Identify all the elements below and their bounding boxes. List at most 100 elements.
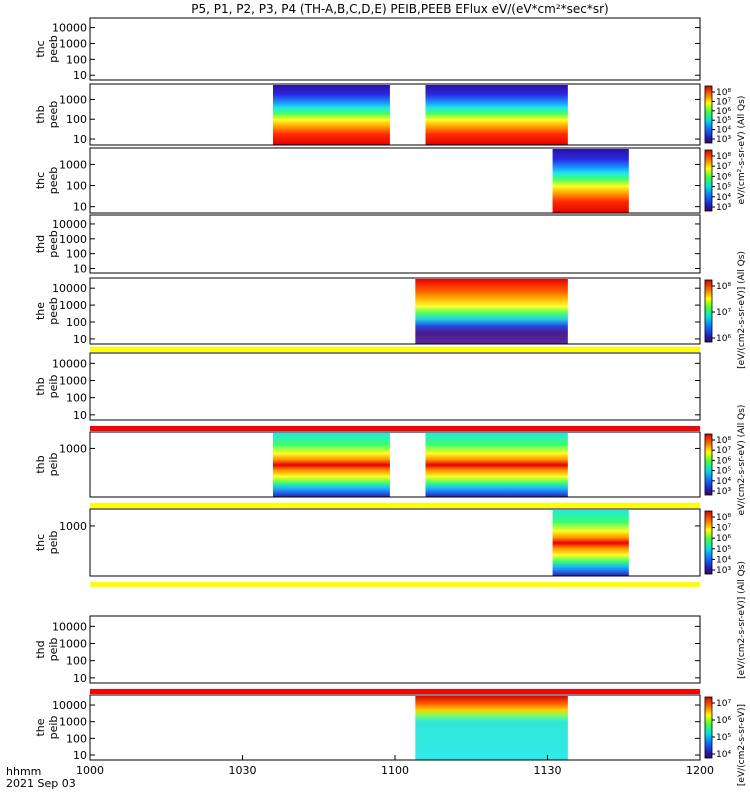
spectrogram-block <box>552 149 629 213</box>
panel-thc-peeb: 1000 100 10 thc peeb <box>34 147 701 214</box>
colorbar-tick-label: 10⁸ <box>716 513 731 523</box>
panel-the-peeb: 10000 1000 100 10 the peeb <box>34 277 701 346</box>
panel-frame <box>89 83 701 146</box>
panel-label-line1: thb <box>34 105 47 123</box>
y-tick-label: 100 <box>66 392 87 405</box>
colorbar-tick-label: 10⁵ <box>716 116 731 126</box>
colorbar-tick-label: 10⁶ <box>716 172 731 182</box>
x-tick-label: 1030 <box>229 764 257 777</box>
y-tick-label: 1000 <box>59 158 87 171</box>
y-tick-label: 100 <box>66 655 87 668</box>
colorbar-tick-label: 10⁴ <box>716 750 731 760</box>
y-tick-label: 100 <box>66 732 87 745</box>
flag-bar <box>90 426 700 431</box>
y-tick-label: 1000 <box>59 299 87 312</box>
y-tick-label: 100 <box>66 53 87 66</box>
panel-frame <box>89 431 701 498</box>
colorbar-tick-label: 10⁴ <box>716 193 731 203</box>
panel-frame <box>89 615 701 684</box>
panel-label-line1: the <box>34 718 47 736</box>
colorbar-tick-label: 10³ <box>716 203 731 213</box>
y-tick-label: 1000 <box>59 520 87 533</box>
panel-label-line2: peeb <box>47 297 60 325</box>
panel-label-line1: the <box>34 302 47 320</box>
unit-label: eV/(cm²-s-sr-eV) (All Qs) <box>737 96 747 205</box>
panel-label-line2: peib <box>47 716 60 740</box>
panel-frame <box>89 17 701 81</box>
y-tick-label: 10000 <box>52 699 87 712</box>
flag-bars <box>90 347 700 694</box>
panel-frame <box>89 147 701 214</box>
panel-label-line1: thc <box>34 40 47 57</box>
flag-bar <box>90 347 700 352</box>
colorbar-tick-label: 10⁸ <box>716 88 731 98</box>
colorbar-tick-label: 10⁵ <box>716 183 731 193</box>
y-tick-label: 100 <box>66 180 87 193</box>
colorbar-tick-label: 10³ <box>716 487 731 497</box>
y-tick-label: 1000 <box>59 37 87 50</box>
panel-label-line2: peib <box>47 638 60 662</box>
panel-label-line2: peib <box>47 375 60 399</box>
time-label: hhmm <box>6 765 41 778</box>
colorbar-tick-label: 10⁶ <box>716 716 731 726</box>
colorbar-tick-label: 10⁷ <box>716 97 731 107</box>
colorbar-tick-label: 10⁷ <box>716 446 731 456</box>
colorbar-tick-label: 10⁶ <box>716 334 731 344</box>
panel-the-peib: 10000 1000 100 10 the peib <box>34 694 701 762</box>
figure-title: P5, P1, P2, P3, P4 (TH-A,B,C,D,E) PEIB,P… <box>191 2 608 16</box>
date-label: 2021 Sep 03 <box>6 777 76 790</box>
spectrogram-block <box>552 510 629 576</box>
y-tick-label: 10 <box>73 333 87 346</box>
colorbar-tick-label: 10⁴ <box>716 555 731 565</box>
panel-label-line2: peib <box>47 531 60 555</box>
spectrogram-block <box>273 433 390 497</box>
y-tick-label: 1000 <box>59 716 87 729</box>
unit-label: [eV/(cm2-s-sr-eV)] <box>737 704 747 786</box>
panel-label-line1: thd <box>34 640 47 658</box>
y-tick-label: 1000 <box>59 638 87 651</box>
panel-thd-peeb: 10000 1000 100 10 thd peeb <box>34 214 701 276</box>
colorbar <box>704 279 713 343</box>
y-tick-label: 10000 <box>52 357 87 370</box>
y-tick-label: 1000 <box>59 375 87 388</box>
y-tick-label: 100 <box>66 248 87 261</box>
y-tick-label: 1000 <box>59 442 87 455</box>
spectrogram-block <box>415 696 568 760</box>
unit-label: eV/(cm2-s-sr-eV) (All Qs) <box>737 405 747 516</box>
panel-thb-peib-top: 10000 1000 100 10 thb peib <box>34 352 701 422</box>
colorbar-tick-label: 10⁴ <box>716 477 731 487</box>
x-tick-label: 1000 <box>76 764 104 777</box>
x-tick-label: 1200 <box>686 764 714 777</box>
panel-label-line1: thb <box>34 377 47 395</box>
y-tick-label: 1000 <box>59 93 87 106</box>
spectrogram-block <box>273 85 390 145</box>
x-tick-label: 1130 <box>534 764 562 777</box>
colorbar-tick-label: 10⁷ <box>716 524 731 534</box>
colorbar-unit-labels: eV/(cm²-s-sr-eV) (All Qs) [eV/(cm2-s-sr-e… <box>737 96 747 786</box>
y-tick-label: 10000 <box>52 22 87 35</box>
colorbar <box>704 433 713 496</box>
spectrogram-block <box>425 85 568 145</box>
panel-tha-peeb: 10000 1000 100 10 thc peeb <box>34 17 701 82</box>
colorbar-tick-label: 10⁷ <box>716 162 731 172</box>
colorbar-tick-label: 10⁷ <box>716 308 731 318</box>
panel-label-line1: thc <box>34 534 47 551</box>
panel-label-line2: peeb <box>47 230 60 258</box>
colorbar-tick-label: 10⁸ <box>716 152 731 162</box>
y-tick-label: 100 <box>66 113 87 126</box>
colorbar-tick-label: 10⁷ <box>716 699 731 709</box>
y-tick-label: 10 <box>73 749 87 762</box>
panel-label-line2: peeb <box>47 35 60 63</box>
unit-label: [eV/(cm2-s-sr-eV)] (All Qs) <box>737 251 747 369</box>
flag-bar <box>90 582 700 587</box>
y-tick-label: 10 <box>73 263 87 276</box>
y-tick-label: 100 <box>66 316 87 329</box>
flag-bar <box>90 503 700 508</box>
panel-label-line1: thc <box>34 172 47 189</box>
panel-frame <box>89 352 701 421</box>
y-tick-label: 10 <box>73 672 87 685</box>
x-axis: 1000 1030 1100 1130 1200 <box>76 755 714 777</box>
panel-thb-peeb: 1000 100 10 thb peeb <box>34 83 701 146</box>
y-tick-label: 10 <box>73 69 87 82</box>
